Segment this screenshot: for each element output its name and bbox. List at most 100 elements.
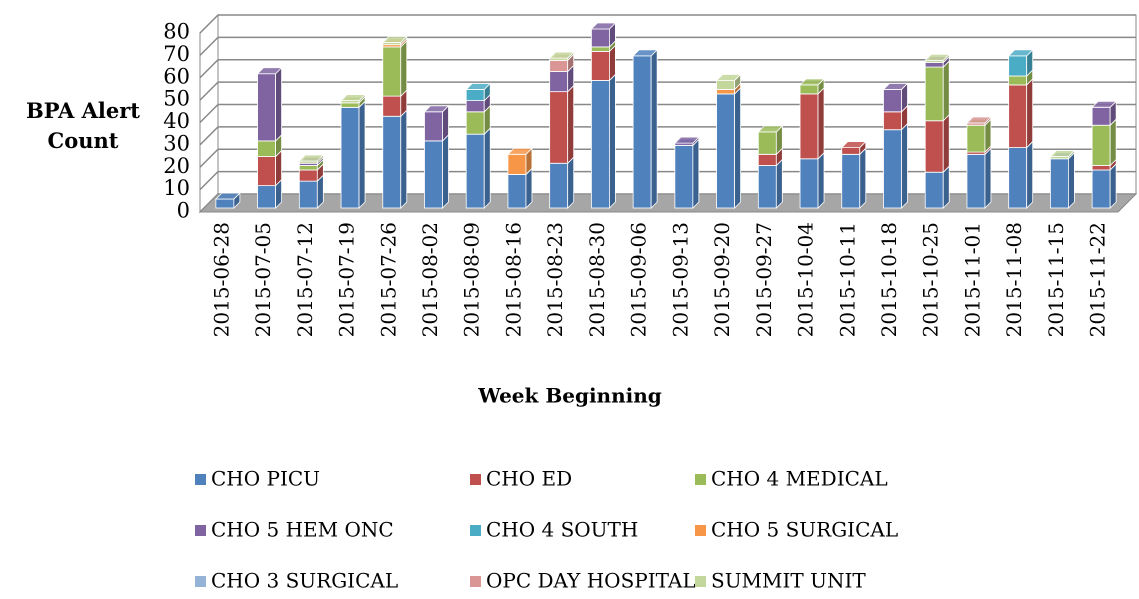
x-tick-label: 2015-06-28 [209, 222, 233, 337]
legend-swatch [470, 576, 481, 587]
grid-line-side [199, 81, 219, 101]
bar-segment [674, 144, 694, 209]
bar-segment [883, 129, 902, 209]
bar-segment [716, 89, 735, 95]
bar-segment [382, 46, 402, 97]
bar-segment [591, 28, 610, 48]
bar-segment [424, 140, 443, 209]
bar-segment [298, 165, 318, 171]
x-tick-label: 2015-11-01 [960, 222, 984, 337]
x-tick-label: 2015-10-04 [794, 222, 818, 337]
legend-label: SUMMIT UNIT [711, 569, 866, 593]
bar-segment [1050, 158, 1069, 209]
bar-segment [1091, 165, 1111, 171]
y-tick-label: 80 [163, 20, 190, 44]
bar-side [692, 138, 700, 209]
grid-line-side [199, 126, 219, 146]
grid-line-side [199, 171, 219, 191]
bar-side [1109, 118, 1117, 167]
bar-segment [257, 73, 276, 142]
bar-segment [799, 93, 819, 160]
bar-top [506, 147, 533, 155]
floor [198, 193, 1138, 213]
bar-segment [549, 71, 569, 93]
bar-side [942, 60, 950, 122]
bar-side [817, 86, 825, 160]
legend-label: CHO 5 SURGICAL [711, 518, 898, 542]
bar-segment [507, 174, 527, 209]
bar-segment [1091, 106, 1111, 126]
bar-side [817, 151, 825, 209]
legend-swatch [470, 474, 481, 485]
bar-segment [799, 84, 819, 95]
x-tick-label: 2015-09-20 [710, 222, 734, 337]
bar-side [650, 48, 658, 209]
bar-top [673, 136, 700, 144]
bar-segment [591, 46, 610, 52]
y-tick-label: 30 [163, 131, 190, 155]
bar-segment [1008, 75, 1028, 86]
y-tick-label: 20 [163, 154, 190, 178]
bar-side [400, 109, 408, 209]
bar-segment [549, 91, 569, 164]
y-tick-label: 10 [163, 176, 190, 200]
y-tick-label: 50 [163, 87, 190, 111]
legend-label: CHO 3 SURGICAL [211, 569, 398, 593]
bar-side [275, 66, 282, 142]
bar-top [632, 49, 659, 57]
bar-segment [465, 111, 485, 135]
bar-segment [1008, 84, 1028, 148]
bar-top [465, 83, 492, 90]
bar-segment [757, 165, 777, 209]
bar-side [483, 127, 491, 209]
bar-segment [298, 180, 318, 209]
bar-top [256, 67, 283, 75]
bar-side [442, 133, 449, 209]
legend-swatch [695, 474, 706, 485]
x-tick-label: 2015-09-06 [627, 222, 651, 337]
grid-line-side [199, 14, 219, 34]
x-tick-label: 2015-07-26 [376, 222, 400, 337]
bar-segment [966, 124, 986, 153]
legend-swatch [195, 576, 206, 587]
x-tick-label: 2015-09-27 [752, 222, 776, 337]
bar-top [548, 51, 575, 59]
y-tick-label: 0 [177, 199, 190, 223]
bar-segment [841, 147, 861, 155]
bar-top [715, 74, 742, 81]
bar-side [942, 165, 950, 209]
bar-side [1109, 162, 1117, 209]
x-tick-label: 2015-10-18 [877, 222, 901, 337]
x-tick-label: 2015-11-15 [1044, 222, 1068, 337]
bar-segment [591, 50, 610, 81]
bar-segment [716, 93, 735, 209]
bar-segment [257, 140, 276, 157]
bar-top [298, 154, 325, 162]
bar-side [942, 113, 950, 174]
bar-segment [1091, 169, 1111, 209]
bar-side [1026, 140, 1034, 209]
y-tick-label: 60 [163, 64, 190, 88]
legend-swatch [195, 525, 206, 536]
y-axis-label: BPA Alert Count [25, 98, 140, 153]
x-tick-label: 2015-11-08 [1002, 222, 1026, 337]
x-tick-label: 2015-08-30 [585, 222, 609, 337]
x-tick-label: 2015-10-11 [835, 222, 859, 337]
bar-side [567, 156, 575, 209]
legend-label: CHO 4 SOUTH [486, 518, 638, 542]
x-tick-label: 2015-10-25 [919, 222, 943, 337]
bar-segment [257, 156, 276, 187]
bar-segment [883, 89, 902, 113]
legend-label: CHO PICU [211, 467, 320, 491]
bar-segment [340, 102, 360, 108]
bar-side [1026, 77, 1034, 149]
grid-line-side [199, 103, 219, 124]
bar-segment [757, 131, 777, 155]
bar-segment [257, 185, 276, 209]
bar-segment [465, 133, 485, 209]
bar-segment [507, 153, 527, 175]
legend-label: CHO ED [486, 467, 572, 491]
bar-segment [1091, 124, 1111, 166]
